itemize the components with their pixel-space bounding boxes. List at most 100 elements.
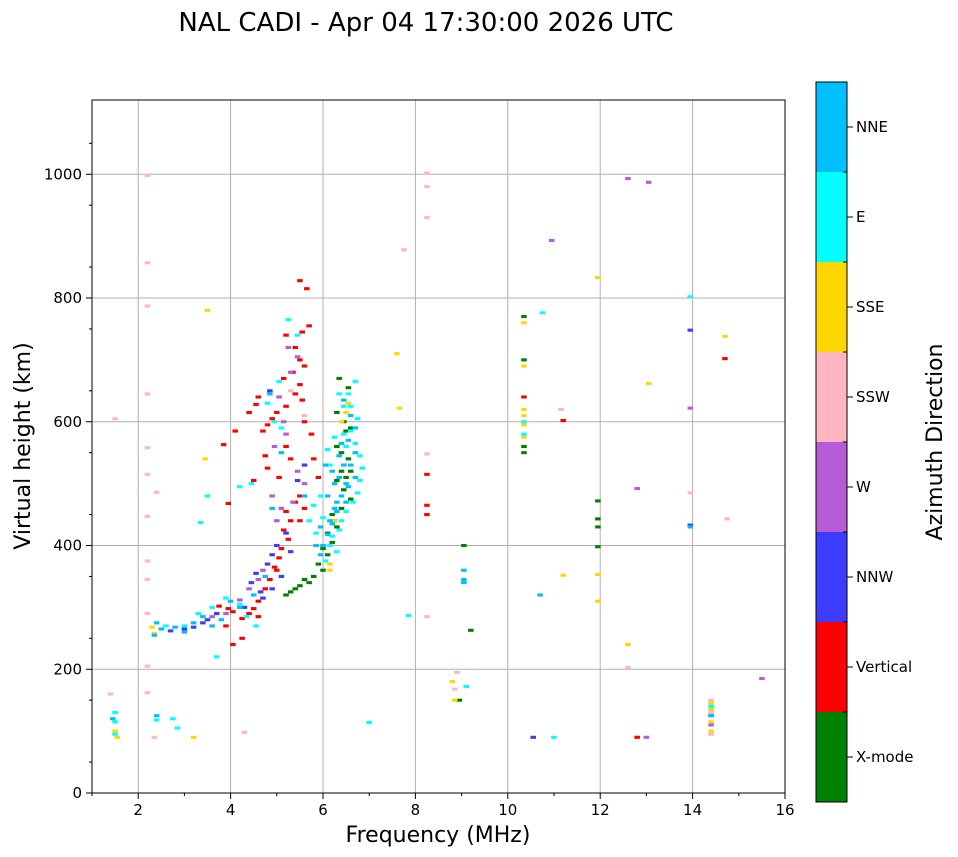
echo-nnw bbox=[204, 618, 211, 622]
echo-vertical bbox=[255, 599, 262, 603]
echo-nne bbox=[322, 463, 329, 467]
echo-sse bbox=[521, 407, 527, 411]
echo-sse bbox=[708, 707, 714, 712]
echo-e bbox=[153, 718, 160, 722]
plot-frame bbox=[91, 99, 786, 794]
echo-w bbox=[634, 487, 640, 491]
echo-ssw bbox=[144, 446, 151, 450]
x-tick-label: 6 bbox=[318, 801, 328, 819]
echo-e bbox=[405, 613, 412, 617]
echo-ssw bbox=[107, 692, 114, 696]
echo-e bbox=[341, 404, 347, 408]
echo-vertical bbox=[225, 501, 232, 505]
echo-x-mode bbox=[343, 429, 349, 433]
echo-nne bbox=[181, 630, 188, 634]
echo-vertical bbox=[285, 537, 292, 541]
y-tick-label: 400 bbox=[53, 537, 82, 555]
echo-w bbox=[708, 723, 714, 727]
echo-w bbox=[287, 370, 294, 374]
echo-ssw bbox=[451, 687, 458, 691]
echo-nnw bbox=[530, 735, 536, 739]
echo-e bbox=[708, 704, 714, 708]
echo-nne bbox=[262, 574, 269, 578]
colorbar-swatch-w bbox=[816, 442, 847, 532]
colorbar-swatch-nnw bbox=[816, 532, 847, 622]
echo-vertical bbox=[722, 357, 728, 361]
echo-e bbox=[276, 379, 282, 384]
echo-nne bbox=[343, 500, 349, 504]
echo-e bbox=[163, 624, 169, 628]
echo-w bbox=[643, 735, 650, 739]
echo-x-mode bbox=[301, 577, 308, 582]
echo-nne bbox=[331, 506, 338, 510]
echo-nnw bbox=[687, 523, 694, 527]
echo-nnw bbox=[190, 625, 197, 629]
echo-nne bbox=[345, 485, 352, 489]
echo-vertical bbox=[239, 636, 245, 640]
echo-nne bbox=[153, 714, 160, 718]
echo-vertical bbox=[262, 454, 269, 458]
echo-nnw bbox=[200, 621, 206, 625]
x-tick-label: 8 bbox=[411, 801, 421, 819]
echo-e bbox=[343, 509, 349, 514]
echo-nne bbox=[708, 714, 714, 718]
echo-nne bbox=[324, 494, 331, 498]
echo-sse bbox=[331, 519, 338, 523]
echo-e bbox=[347, 429, 354, 433]
echo-vertical bbox=[274, 410, 280, 415]
echo-nne bbox=[153, 621, 160, 625]
echo-x-mode bbox=[287, 590, 294, 594]
echo-x-mode bbox=[334, 478, 340, 483]
echo-e bbox=[306, 519, 312, 523]
echo-x-mode bbox=[595, 499, 601, 503]
echo-x-mode bbox=[338, 506, 345, 510]
echo-e bbox=[204, 494, 211, 498]
echo-ssw bbox=[424, 216, 430, 220]
echo-e bbox=[521, 420, 527, 424]
echo-vertical bbox=[230, 610, 236, 614]
echo-ssw bbox=[287, 389, 294, 393]
colorbar-swatch-nne bbox=[816, 82, 847, 172]
echo-x-mode bbox=[334, 525, 340, 529]
echo-nne bbox=[158, 627, 165, 631]
echo-ssw bbox=[708, 711, 714, 715]
echo-x-mode bbox=[324, 553, 331, 557]
echo-nnw bbox=[167, 629, 174, 633]
echo-sse bbox=[595, 599, 601, 603]
y-axis-label: Virtual height (km) bbox=[11, 342, 36, 549]
echo-vertical bbox=[223, 624, 229, 628]
echo-w bbox=[290, 500, 296, 504]
echo-e bbox=[195, 612, 202, 616]
echo-x-mode bbox=[310, 574, 317, 578]
echo-ssw bbox=[153, 490, 160, 494]
echo-vertical bbox=[306, 324, 312, 328]
echo-nne bbox=[331, 482, 338, 486]
echo-vertical bbox=[424, 513, 430, 517]
echo-sse bbox=[327, 568, 333, 572]
echo-sse bbox=[595, 276, 601, 280]
echo-w bbox=[280, 420, 287, 424]
echo-e bbox=[317, 494, 324, 498]
y-tick-label: 800 bbox=[53, 289, 82, 307]
echo-vertical bbox=[304, 287, 310, 291]
y-axis-ticks: 0 200 400 600 800 1000 bbox=[44, 142, 92, 802]
echo-e bbox=[341, 432, 347, 436]
echo-nnw bbox=[294, 478, 301, 483]
y-tick-label: 200 bbox=[53, 660, 82, 678]
echo-ssw bbox=[144, 472, 151, 476]
echo-vertical bbox=[297, 519, 303, 523]
echo-x-mode bbox=[329, 540, 336, 544]
echo-nnw bbox=[241, 605, 248, 609]
echo-w bbox=[271, 444, 278, 449]
echo-vertical bbox=[297, 494, 303, 498]
echo-nnw bbox=[257, 590, 264, 594]
echo-x-mode bbox=[338, 469, 345, 473]
echo-x-mode bbox=[347, 426, 354, 430]
echo-nne bbox=[341, 398, 347, 402]
colorbar-swatch-vertical bbox=[816, 622, 847, 712]
echo-e bbox=[248, 482, 255, 486]
colorbar-tick-label-nnw: NNW bbox=[856, 568, 893, 586]
echo-vertical bbox=[271, 565, 278, 569]
plot-background bbox=[92, 100, 785, 793]
echo-x-mode bbox=[338, 451, 345, 455]
